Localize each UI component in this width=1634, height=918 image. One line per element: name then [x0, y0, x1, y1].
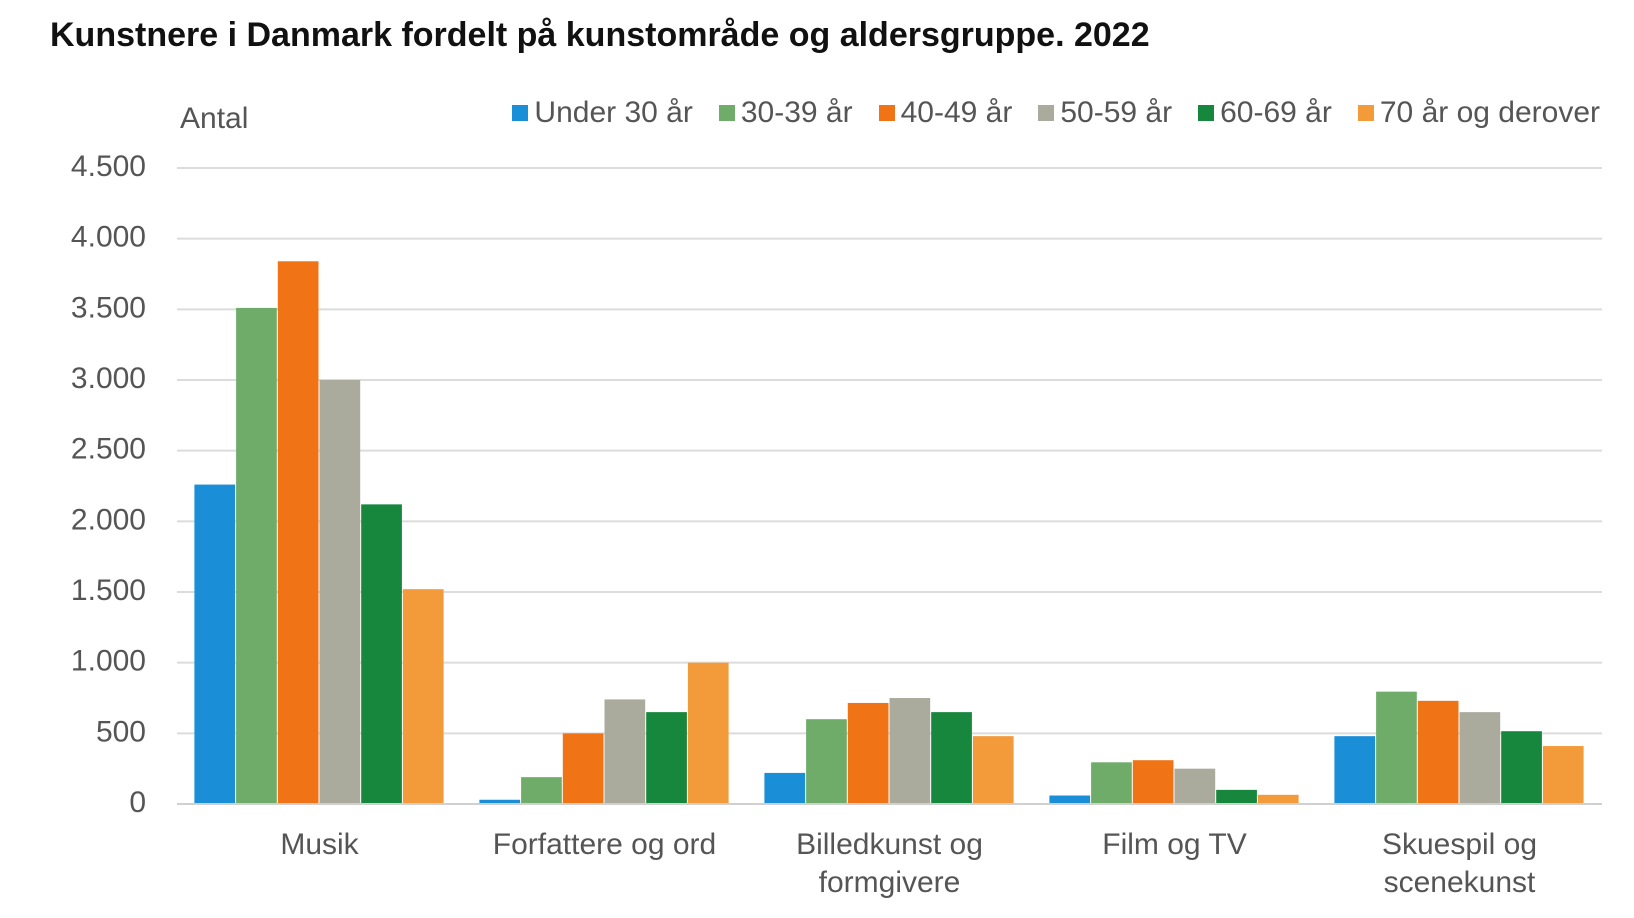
bar	[1174, 768, 1216, 804]
y-axis-label: Antal	[180, 102, 249, 135]
bar	[194, 484, 236, 804]
legend-item: 70 år og derover	[1357, 96, 1600, 130]
bar	[889, 698, 931, 804]
y-tick-label: 500	[96, 715, 146, 748]
bar	[361, 504, 402, 804]
bar	[1334, 736, 1376, 804]
legend-label: 60-69 år	[1220, 96, 1332, 129]
x-tick-label: Skuespil og scenekunst	[1381, 828, 1538, 899]
bar	[604, 699, 646, 804]
x-tick-label: Film og TV	[1102, 828, 1247, 861]
bar	[479, 799, 521, 804]
bar	[319, 380, 361, 804]
y-tick-label: 0	[129, 786, 146, 819]
legend-item: 30-39 år	[718, 96, 853, 130]
legend-label: 50-59 år	[1060, 96, 1173, 129]
y-tick-label: 3.500	[71, 291, 146, 324]
bar	[1376, 691, 1417, 804]
bar	[1216, 789, 1257, 804]
bar	[1459, 712, 1501, 804]
bar	[1542, 746, 1584, 804]
bar	[764, 772, 806, 804]
bar	[972, 736, 1014, 804]
bar	[1417, 700, 1459, 804]
bar	[1501, 731, 1542, 804]
bar	[1257, 794, 1299, 804]
bar	[1049, 795, 1091, 804]
chart-title: Kunstnere i Danmark fordelt på kunstområ…	[50, 16, 1150, 54]
y-tick-label: 3.000	[71, 362, 146, 395]
bar	[847, 702, 889, 804]
y-tick-label: 2.500	[71, 433, 146, 466]
legend-swatch	[878, 105, 895, 121]
legend-label: Under 30 år	[534, 96, 693, 129]
legend-label: 30-39 år	[740, 96, 853, 129]
y-tick-label: 2.000	[71, 503, 146, 536]
bar	[1132, 760, 1174, 804]
legend-item: 60-69 år	[1198, 96, 1332, 130]
legend-swatch	[1357, 105, 1374, 121]
y-tick-label: 4.500	[71, 150, 146, 183]
bar	[806, 719, 847, 804]
legend-label: 70 år og derover	[1379, 96, 1600, 129]
y-tick-label: 1.000	[71, 645, 146, 678]
legend-swatch	[1038, 105, 1055, 121]
bar	[236, 307, 277, 804]
legend-item: 50-59 år	[1038, 96, 1172, 130]
legend-swatch	[718, 105, 735, 121]
y-tick-label: 1.500	[71, 574, 146, 607]
legend: Under 30 år 30-39 år 40-49 år 50-59 år 60-69…	[512, 96, 1600, 130]
legend-item: Under 30 år	[512, 96, 693, 130]
bar	[402, 589, 444, 804]
bar	[562, 733, 604, 804]
x-tick-label: Musik	[280, 828, 359, 861]
legend-swatch	[512, 105, 529, 121]
bar	[931, 712, 972, 804]
y-tick-label: 4.000	[71, 221, 146, 254]
bar	[277, 261, 319, 804]
bar	[646, 712, 687, 804]
bar	[521, 777, 562, 804]
legend-label: 40-49 år	[900, 96, 1013, 129]
bar	[1091, 762, 1132, 804]
bar	[687, 662, 729, 804]
legend-item: 40-49 år	[878, 96, 1013, 130]
x-tick-label: Billedkunst og formgivere	[796, 828, 983, 899]
legend-swatch	[1198, 105, 1215, 121]
x-tick-label: Forfattere og ord	[492, 828, 717, 861]
